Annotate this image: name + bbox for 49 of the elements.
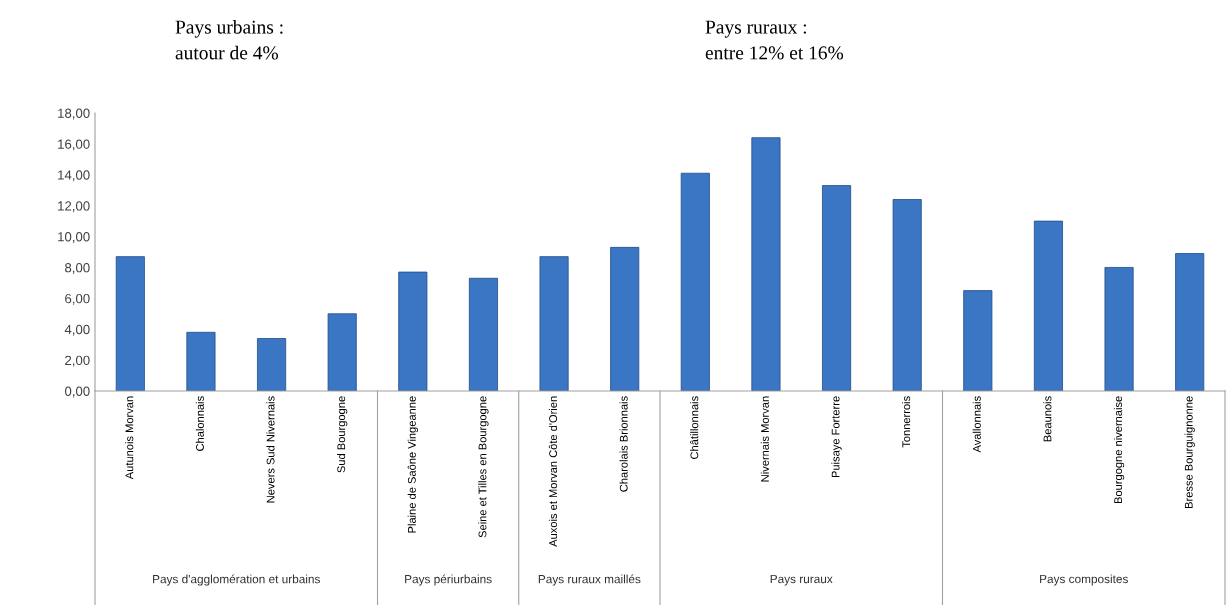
text: Pays ruraux xyxy=(770,574,833,586)
x-tick-label: Seine et Tilles en Bourgogne xyxy=(478,396,489,538)
bar xyxy=(680,172,710,391)
text: Pays composites xyxy=(1040,574,1128,586)
bar xyxy=(610,246,640,391)
bar xyxy=(468,277,498,391)
x-tick-label: Plaine de Saône Vingeanne xyxy=(407,396,419,533)
y-tick-label: 8,00 xyxy=(65,263,90,274)
x-tick-label: Châtillonnais xyxy=(690,396,699,459)
bar xyxy=(1033,220,1063,391)
text: Pays ruraux : entre 12% et 16% xyxy=(705,20,844,60)
x-tick-label: Autunois Morvan xyxy=(125,396,134,480)
bar xyxy=(398,271,428,391)
y-tick-label: 16,00 xyxy=(58,139,90,151)
x-tick-label: Bresse Bourguignonne xyxy=(1184,396,1195,508)
x-tick-label: Puisaye Forterre xyxy=(831,396,842,478)
bar xyxy=(822,185,852,391)
bar xyxy=(1175,253,1205,391)
bar xyxy=(963,290,993,391)
y-tick-label: 18,00 xyxy=(58,108,90,120)
y-tick-label: 2,00 xyxy=(65,355,90,367)
bar xyxy=(327,313,357,391)
y-tick-label: 6,00 xyxy=(65,293,90,305)
bar xyxy=(186,331,216,391)
bar xyxy=(257,338,287,391)
text: Pays périurbains xyxy=(405,574,492,586)
y-tick-label: 4,00 xyxy=(64,324,90,336)
bar xyxy=(1104,267,1134,391)
bar xyxy=(115,256,145,391)
y-tick-label: 14,00 xyxy=(58,170,90,182)
x-tick-label: Auxois et Morvan Côte d'Orien xyxy=(548,396,558,547)
y-tick-label: 0,00 xyxy=(64,386,90,398)
y-tick-label: 10,00 xyxy=(58,232,90,244)
x-tick-label: Bourgogne nivernaise xyxy=(1113,396,1125,504)
x-tick-label: Avallonnais xyxy=(972,396,981,453)
x-tick-label: Nivernais Morvan xyxy=(760,396,769,482)
bar xyxy=(751,137,781,391)
x-tick-label: Sud Bourgogne xyxy=(337,396,348,473)
x-tick-label: Beaunois xyxy=(1043,396,1052,442)
x-tick-label: Tonnerrois xyxy=(902,396,911,448)
x-tick-label: Charolais Brionnais xyxy=(619,396,628,492)
text: Pays ruraux maillés xyxy=(538,574,641,586)
x-tick-label: Nevers Sud Nivernais xyxy=(266,396,275,503)
text: Pays d'agglomération et urbains xyxy=(153,574,320,586)
x-tick-label: Chalonnais xyxy=(195,396,204,451)
bar xyxy=(892,199,922,391)
text: Pays urbains : autour de 4% xyxy=(175,20,283,60)
y-tick-label: 12,00 xyxy=(58,201,90,213)
bar xyxy=(539,256,569,391)
